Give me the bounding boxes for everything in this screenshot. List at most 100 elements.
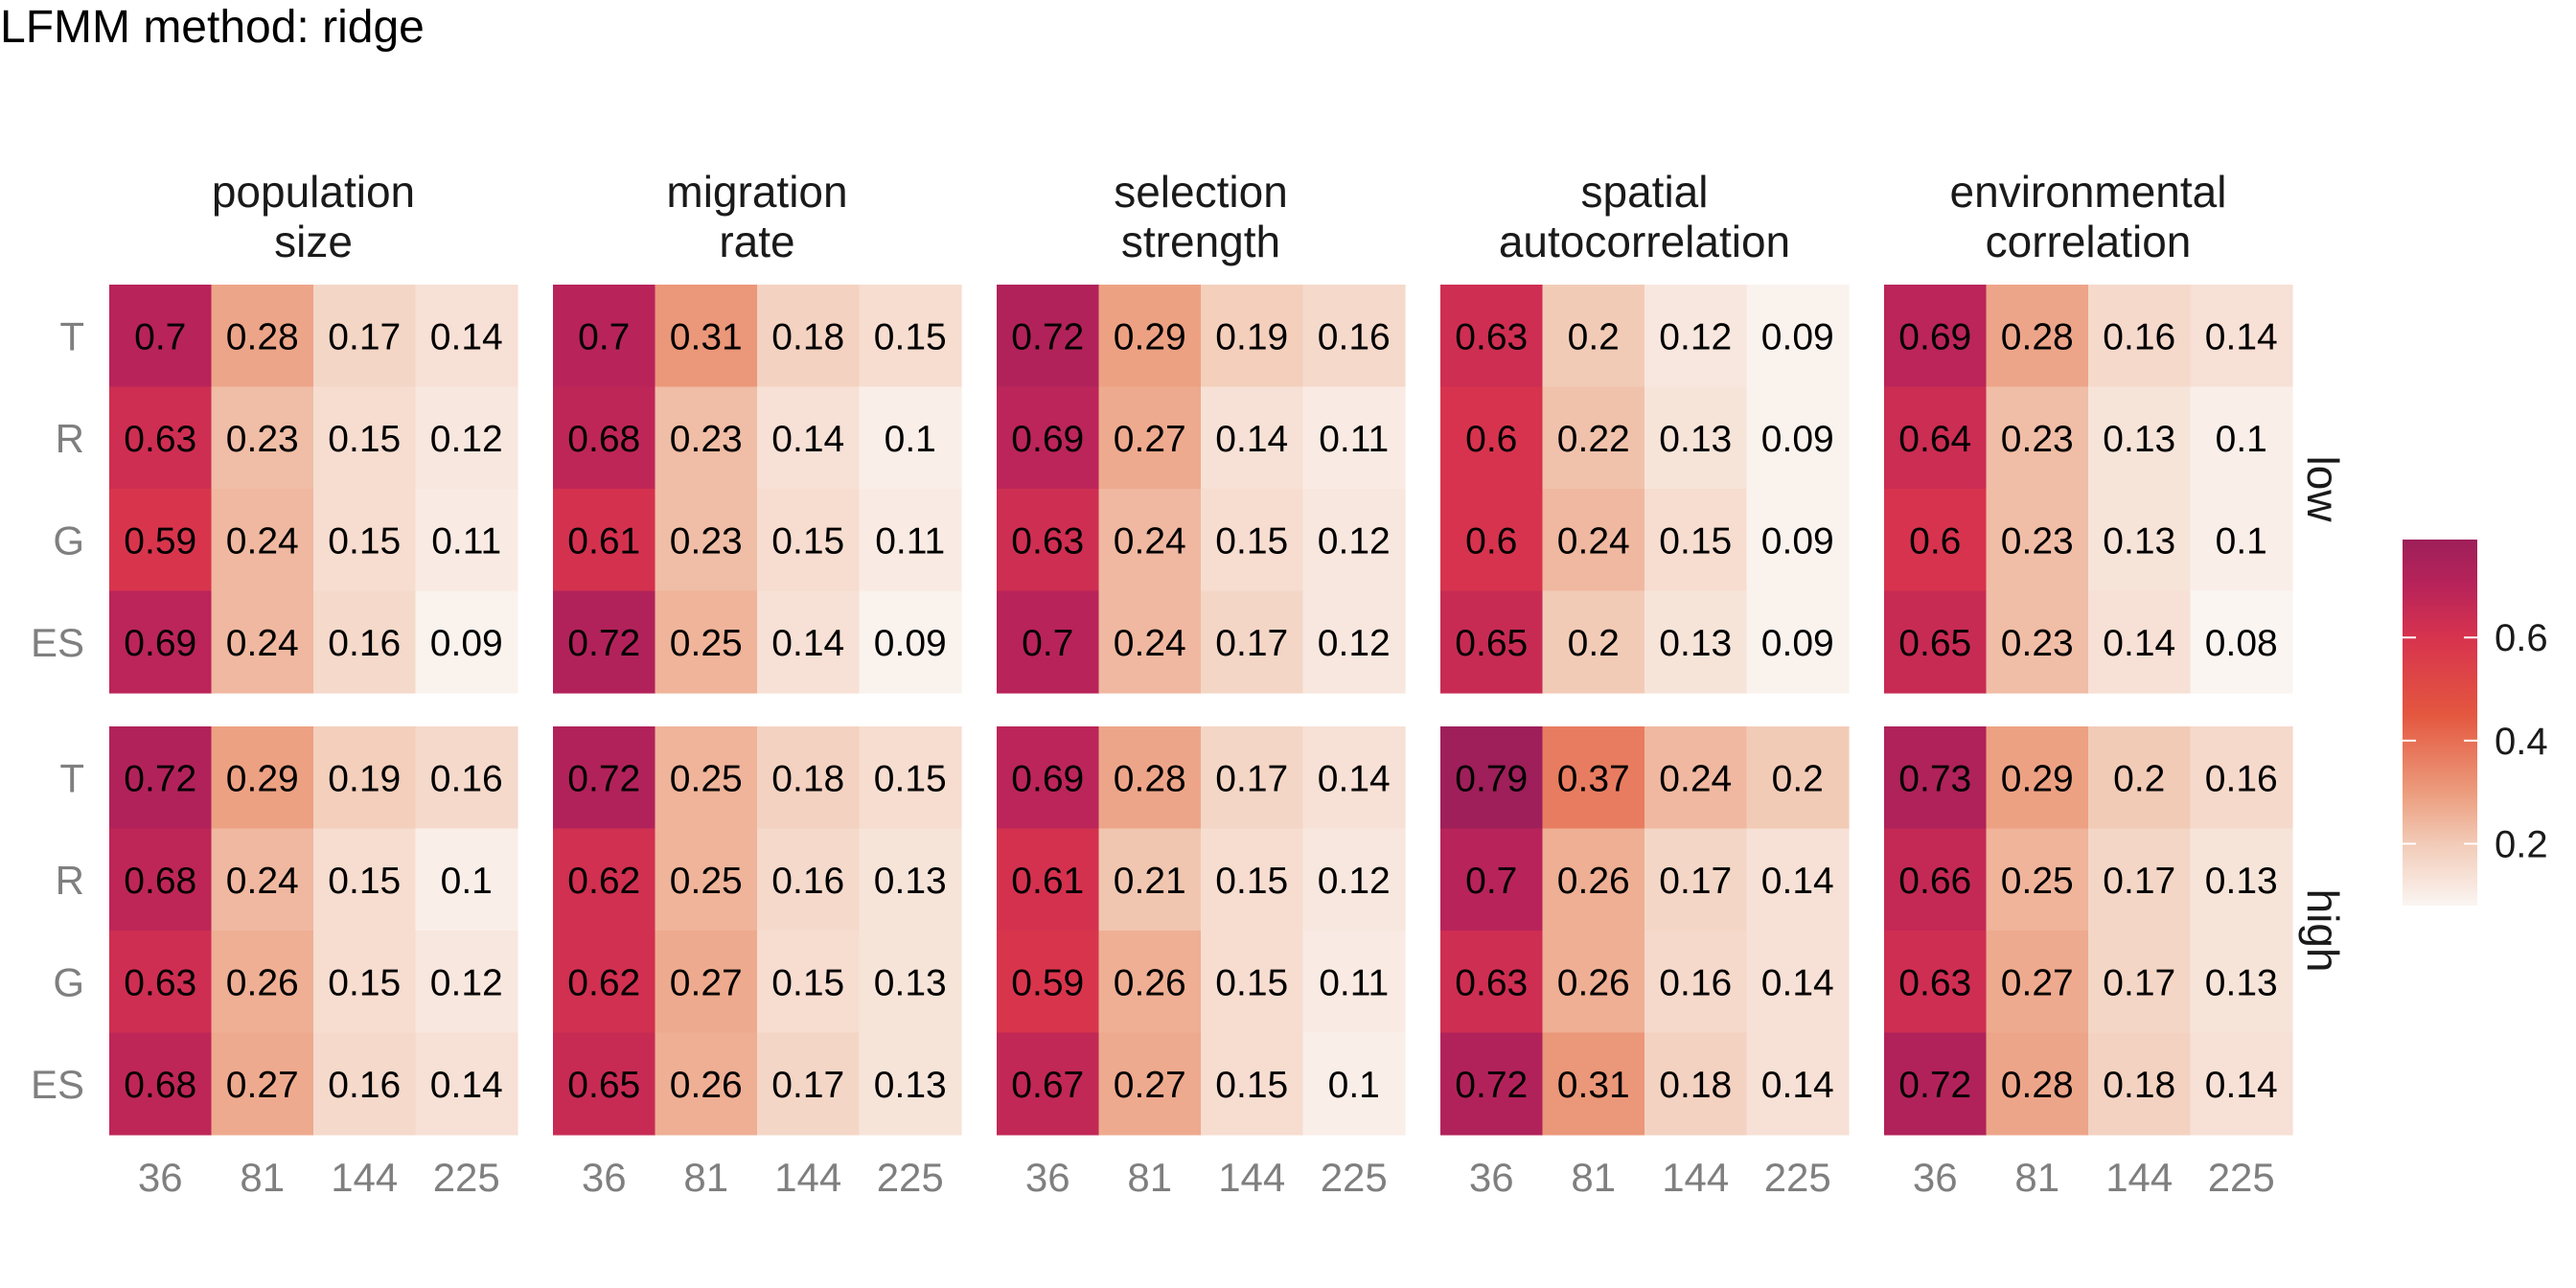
heatmap-cell [415,590,518,694]
cell-value-label: 0.15 [874,316,947,357]
heatmap-cell [1302,386,1406,490]
heatmap-cell [415,726,518,830]
heatmap-cell [655,1032,758,1136]
heatmap-cell [109,386,213,490]
cell-value-label: 0.1 [2216,419,2267,460]
cell-value-label: 0.17 [1215,623,1288,664]
heatmap-cell [757,386,861,490]
heatmap-cell [415,285,518,388]
y-tick-label: T [59,755,84,800]
cell-value-label: 0.7 [134,316,186,357]
heatmap-cell [211,726,314,830]
heatmap-cell [2088,931,2192,1034]
cell-value-label: 0.6 [1465,419,1517,460]
y-tick-label: T [59,313,84,358]
heatmap-cell [313,726,417,830]
x-tick-label: 81 [1127,1155,1172,1200]
heatmap-cell [1201,726,1304,830]
cell-value-label: 0.09 [1761,520,1834,562]
cell-value-label: 0.16 [430,758,503,799]
cell-value-label: 0.13 [2103,520,2175,562]
heatmap-cell [1644,489,1748,592]
heatmap-cell [2088,590,2192,694]
cell-value-label: 0.23 [2001,623,2074,664]
heatmap-cell [313,1032,417,1136]
heatmap-cell [109,285,213,388]
heatmap-cell [1302,489,1406,592]
cell-value-label: 0.17 [1215,758,1288,799]
cell-value-label: 0.72 [567,758,640,799]
heatmap-cell [313,590,417,694]
heatmap-cell [553,285,656,388]
heatmap-cell [1986,386,2089,490]
heatmap-cell [859,1032,962,1136]
heatmap-cell [1986,590,2089,694]
heatmap-cell [109,828,213,932]
heatmap-cell [1542,386,1645,490]
legend-tick-label: 0.6 [2495,617,2548,659]
heatmap-cell [1644,726,1748,830]
heatmap-cell [1884,828,1988,932]
cell-value-label: 0.14 [430,316,503,357]
heatmap-cell [1884,726,1988,830]
y-tick-label: ES [31,1062,84,1107]
heatmap-cell [211,386,314,490]
cell-value-label: 0.69 [1011,758,1084,799]
heatmap-cell [1986,828,2089,932]
facet-row-label-low: low [2298,455,2348,522]
heatmap-cell [1302,931,1406,1034]
cell-value-label: 0.13 [874,861,947,902]
facet-column-label: migration [666,167,847,217]
cell-value-label: 0.12 [430,962,503,1003]
cell-value-label: 0.17 [2103,962,2175,1003]
heatmap-cell [1542,285,1645,388]
cell-value-label: 0.14 [2205,316,2278,357]
x-tick-label: 81 [240,1155,285,1200]
cell-value-label: 0.23 [670,520,743,562]
cell-value-label: 0.14 [1761,962,1834,1003]
cell-value-label: 0.69 [124,623,196,664]
cell-value-label: 0.63 [1455,316,1528,357]
cell-value-label: 0.12 [1659,316,1732,357]
heatmap-cell [757,590,861,694]
cell-value-label: 0.13 [2205,861,2278,902]
heatmap-cell [553,386,656,490]
cell-value-label: 0.12 [430,419,503,460]
heatmap-cell [1098,931,1202,1034]
heatmap-cell [1440,726,1544,830]
cell-value-label: 0.15 [771,962,844,1003]
cell-value-label: 0.27 [1114,419,1186,460]
cell-value-label: 0.13 [2205,962,2278,1003]
x-tick-label: 225 [433,1155,500,1200]
heatmap-cell [1440,1032,1544,1136]
cell-value-label: 0.7 [1465,861,1517,902]
heatmap-cell [1746,590,1850,694]
heatmap-cell [1986,726,2089,830]
cell-value-label: 0.14 [430,1065,503,1106]
cell-value-label: 0.15 [328,861,401,902]
facet-column-label: size [274,217,353,266]
heatmap-cell [1986,285,2089,388]
heatmap-cell [2190,828,2293,932]
heatmap-cell [1884,285,1988,388]
cell-value-label: 0.18 [2103,1065,2175,1106]
cell-value-label: 0.24 [1114,623,1186,664]
cell-value-label: 0.11 [875,520,945,562]
cell-value-label: 0.14 [2205,1065,2278,1106]
x-tick-label: 36 [1469,1155,1514,1200]
cell-value-label: 0.1 [441,861,493,902]
cell-value-label: 0.23 [2001,419,2074,460]
heatmap-cell [1542,590,1645,694]
y-tick-label: R [56,858,84,903]
legend-tick-label: 0.4 [2495,721,2548,763]
cell-value-label: 0.72 [124,758,196,799]
cell-value-label: 0.14 [1318,758,1391,799]
cell-value-label: 0.26 [1557,861,1630,902]
cell-value-label: 0.25 [670,758,743,799]
cell-value-label: 0.14 [771,419,844,460]
heatmap-cell [415,1032,518,1136]
heatmap-cell [1098,386,1202,490]
heatmap-cell [553,1032,656,1136]
facet-column-label: strength [1121,217,1280,266]
cell-value-label: 0.25 [2001,861,2074,902]
